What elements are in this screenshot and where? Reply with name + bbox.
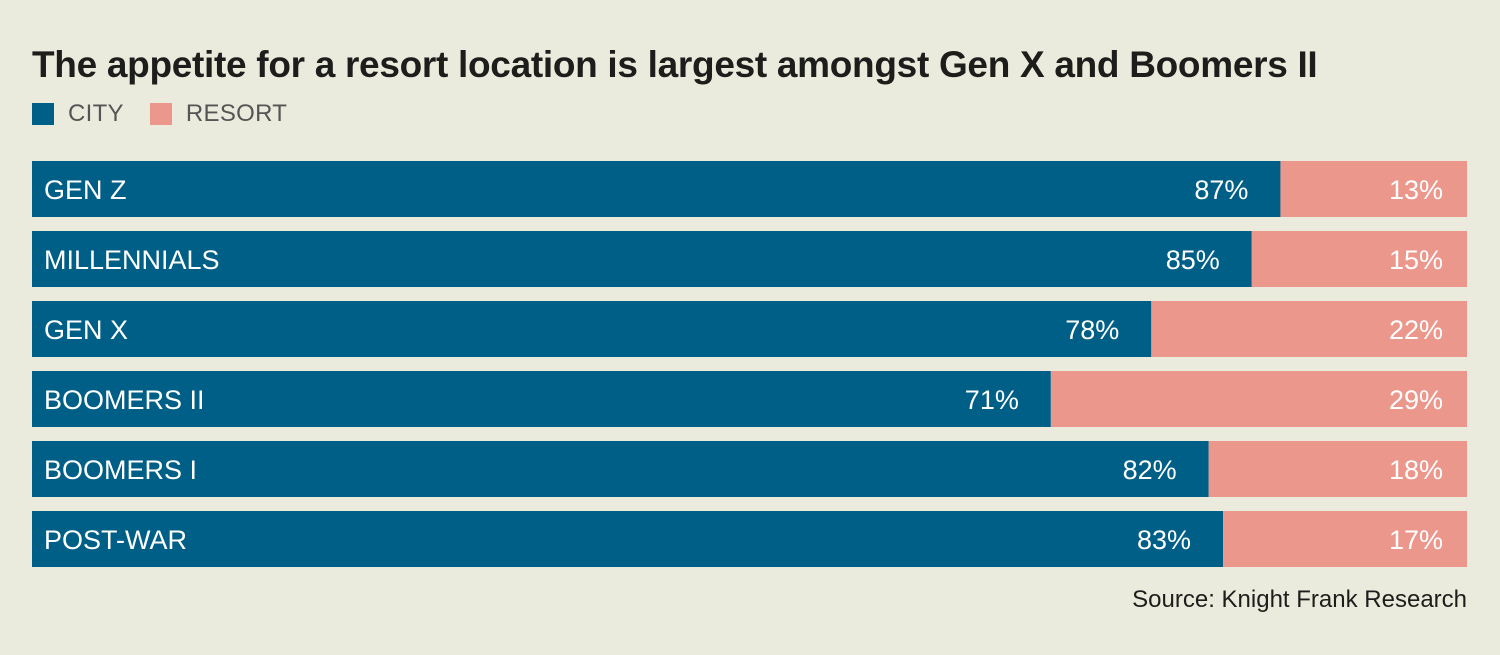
legend-swatch-resort [149, 103, 172, 125]
data-label-city: 87% [1194, 175, 1248, 205]
category-label: GEN X [44, 315, 128, 345]
legend: CITY RESORT [32, 100, 313, 128]
bar-city [32, 511, 1224, 567]
data-label-resort: 29% [1389, 385, 1443, 415]
bar-city [32, 371, 1051, 427]
legend-label-city: CITY [68, 100, 124, 127]
bar-city [32, 301, 1152, 357]
category-label: GEN Z [44, 175, 127, 205]
category-label: BOOMERS II [44, 385, 205, 415]
data-label-resort: 15% [1389, 245, 1443, 275]
bar-city [32, 441, 1209, 497]
category-label: MILLENNIALS [44, 245, 220, 275]
data-label-city: 85% [1166, 245, 1220, 275]
data-label-city: 78% [1065, 315, 1119, 345]
legend-item-resort: RESORT [149, 100, 288, 128]
source-note: Source: Knight Frank Research [1132, 586, 1467, 613]
bar-city [32, 161, 1281, 217]
legend-item-city: CITY [32, 100, 124, 128]
bar-resort [1223, 511, 1467, 567]
data-label-resort: 18% [1389, 455, 1443, 485]
category-label: BOOMERS I [44, 455, 197, 485]
bar-resort [1208, 441, 1467, 497]
legend-swatch-city [32, 103, 54, 125]
bar-resort [1151, 301, 1467, 357]
data-label-city: 83% [1137, 525, 1191, 555]
category-label: POST-WAR [44, 525, 187, 555]
data-label-resort: 22% [1389, 315, 1443, 345]
data-label-city: 82% [1123, 455, 1177, 485]
bar-city [32, 231, 1252, 287]
bar-resort [1050, 371, 1467, 427]
bar-resort [1251, 231, 1467, 287]
bar-resort [1280, 161, 1467, 217]
data-label-resort: 13% [1389, 175, 1443, 205]
data-label-resort: 17% [1389, 525, 1443, 555]
chart-title: The appetite for a resort location is la… [32, 44, 1318, 85]
legend-label-resort: RESORT [185, 100, 288, 127]
data-label-city: 71% [965, 385, 1019, 415]
